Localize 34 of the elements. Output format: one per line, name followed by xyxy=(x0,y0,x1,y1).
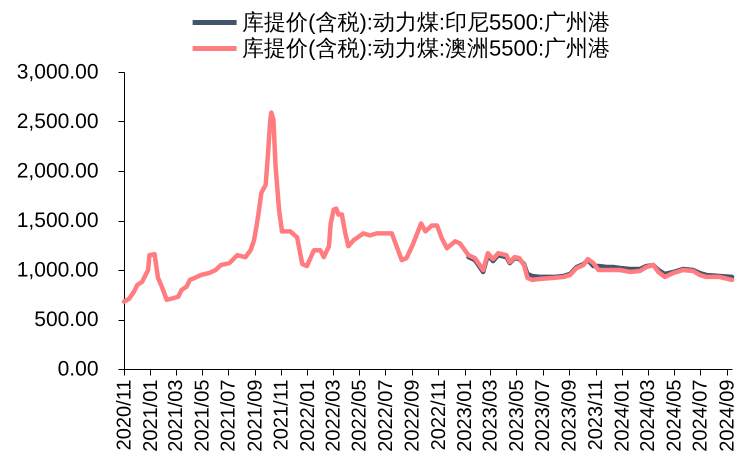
x-tick-label: 2020/11 xyxy=(114,380,136,450)
x-tick-label: 2023/01 xyxy=(454,380,476,452)
legend-label: 库提价(含税):动力煤:澳洲5500:广州港 xyxy=(242,36,610,60)
y-tick-label: 3,000.00 xyxy=(16,60,98,84)
x-tick-label: 2021/07 xyxy=(218,380,240,452)
x-tick-label: 2023/11 xyxy=(585,380,607,450)
x-tick-label: 2022/11 xyxy=(428,380,450,450)
x-tick-label: 2022/05 xyxy=(348,380,371,452)
x-tick-label: 2023/07 xyxy=(532,380,554,452)
x-tick-label: 2023/03 xyxy=(480,380,502,452)
x-tick-label: 2021/09 xyxy=(244,380,266,452)
x-tick-label: 2023/05 xyxy=(506,380,528,452)
x-tick-label: 2021/01 xyxy=(140,380,162,452)
x-tick-label: 2022/03 xyxy=(322,380,344,452)
x-tick-label: 2022/07 xyxy=(374,380,397,452)
y-tick-label: 2,500.00 xyxy=(16,110,98,133)
legend-label: 库提价(含税):动力煤:印尼5500:广州港 xyxy=(242,10,610,34)
line-series xyxy=(122,110,734,304)
x-tick-label: 2024/03 xyxy=(637,380,660,452)
x-tick-label: 2021/05 xyxy=(191,380,214,452)
y-tick-label: 500.00 xyxy=(34,308,98,331)
x-tick-label: 2022/09 xyxy=(402,380,424,452)
y-tick-label: 0.00 xyxy=(58,358,98,380)
x-tick-label: 2023/09 xyxy=(558,380,581,452)
x-tick-label: 2024/05 xyxy=(663,380,686,452)
x-tick-label: 2021/11 xyxy=(270,380,293,450)
x-tick-label: 2024/01 xyxy=(611,380,634,452)
y-tick-label: 1,500.00 xyxy=(16,209,98,232)
x-tick-label: 2021/03 xyxy=(165,380,188,452)
x-tick-label: 2022/01 xyxy=(296,380,319,452)
y-tick-label: 1,000.00 xyxy=(16,258,98,282)
x-tick-label: 2024/07 xyxy=(690,380,712,452)
y-tick-label: 2,000.00 xyxy=(16,160,98,182)
x-tick-label: 2024/09 xyxy=(716,380,738,452)
